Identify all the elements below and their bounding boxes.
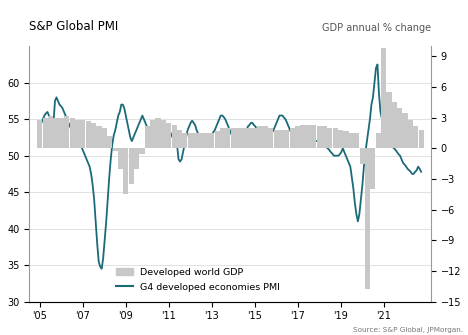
Bar (43, 118, 48, 148)
Bar (139, 148, 145, 153)
Bar (102, 128, 107, 148)
Bar (225, 128, 230, 148)
Bar (338, 130, 343, 148)
Bar (155, 118, 161, 148)
Bar (268, 128, 273, 148)
Bar (70, 118, 75, 148)
Bar (96, 126, 102, 148)
Bar (413, 126, 418, 148)
Legend: Developed world GDP, G4 developed economies PMI: Developed world GDP, G4 developed econom… (113, 265, 283, 294)
Bar (359, 148, 365, 164)
Bar (397, 108, 402, 148)
Bar (300, 125, 306, 148)
Bar (220, 128, 225, 148)
Bar (306, 125, 311, 148)
Bar (75, 120, 80, 148)
Bar (241, 128, 247, 148)
Bar (257, 126, 263, 148)
Bar (311, 125, 316, 148)
Bar (86, 121, 91, 148)
Bar (370, 148, 375, 189)
Bar (354, 133, 359, 148)
Bar (381, 48, 386, 148)
Bar (166, 123, 171, 148)
Bar (64, 116, 69, 148)
Bar (37, 120, 43, 148)
Bar (316, 126, 322, 148)
Bar (344, 131, 349, 148)
Bar (204, 133, 209, 148)
Bar (48, 116, 53, 148)
Bar (80, 120, 86, 148)
Bar (129, 148, 134, 184)
Bar (53, 118, 58, 148)
Bar (295, 126, 300, 148)
Bar (376, 133, 381, 148)
Bar (285, 130, 290, 148)
Bar (59, 118, 64, 148)
Bar (177, 130, 182, 148)
Bar (402, 113, 408, 148)
Bar (214, 131, 219, 148)
Bar (209, 133, 214, 148)
Bar (387, 92, 392, 148)
Bar (118, 148, 123, 169)
Bar (392, 103, 397, 148)
Bar (198, 133, 204, 148)
Bar (91, 123, 96, 148)
Bar (252, 128, 257, 148)
Bar (247, 128, 252, 148)
Bar (107, 136, 112, 148)
Text: GDP annual % change: GDP annual % change (322, 23, 431, 34)
Bar (274, 130, 279, 148)
Bar (290, 128, 295, 148)
Bar (408, 120, 413, 148)
Bar (134, 148, 139, 169)
Text: Source: S&P Global, JPMorgan.: Source: S&P Global, JPMorgan. (353, 327, 463, 333)
Bar (322, 126, 327, 148)
Bar (365, 148, 370, 289)
Bar (183, 133, 188, 148)
Bar (231, 128, 236, 148)
Bar (327, 128, 332, 148)
Bar (172, 125, 177, 148)
Bar (263, 126, 268, 148)
Bar (145, 126, 150, 148)
Bar (418, 130, 424, 148)
Bar (161, 120, 166, 148)
Bar (150, 120, 155, 148)
Bar (279, 130, 284, 148)
Bar (112, 148, 117, 151)
Bar (349, 133, 354, 148)
Bar (333, 128, 338, 148)
Bar (188, 133, 193, 148)
Text: S&P Global PMI: S&P Global PMI (29, 20, 118, 34)
Bar (236, 128, 241, 148)
Bar (123, 148, 128, 194)
Bar (193, 133, 198, 148)
